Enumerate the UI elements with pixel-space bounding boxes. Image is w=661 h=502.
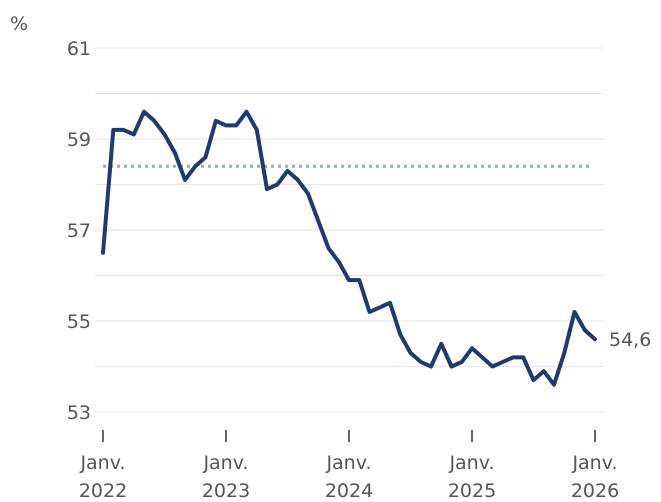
- x-tick-label-year: 2022: [79, 480, 127, 502]
- y-axis-unit-label: %: [10, 13, 28, 35]
- x-tick-label-year: 2024: [325, 480, 373, 502]
- x-axis: Janv. 2022 Janv. 2023 Janv. 2024 Janv. 2025 Janv…: [79, 430, 619, 502]
- series-end-label: 54,6: [609, 329, 651, 351]
- gridlines: [95, 47, 605, 413]
- x-tick-label-month: Janv.: [571, 452, 617, 474]
- y-tick-label: 55: [67, 311, 91, 333]
- y-tick-label: 59: [67, 129, 91, 151]
- x-tick-label-month: Janv.: [325, 452, 371, 474]
- y-axis: 53 55 57 59 61: [67, 38, 91, 424]
- x-tick-label-year: 2023: [202, 480, 250, 502]
- y-tick-label: 53: [67, 402, 91, 424]
- x-tick-label-month: Janv.: [202, 452, 248, 474]
- series-line: [101, 109, 597, 387]
- x-tick-label-year: 2026: [571, 480, 619, 502]
- x-tick-label-month: Janv.: [79, 452, 125, 474]
- series-group: 54,6: [101, 109, 651, 387]
- y-tick-label: 57: [67, 220, 91, 242]
- x-tick-label-month: Janv.: [448, 452, 494, 474]
- x-tick-label-year: 2025: [448, 480, 496, 502]
- y-tick-label: 61: [67, 38, 91, 60]
